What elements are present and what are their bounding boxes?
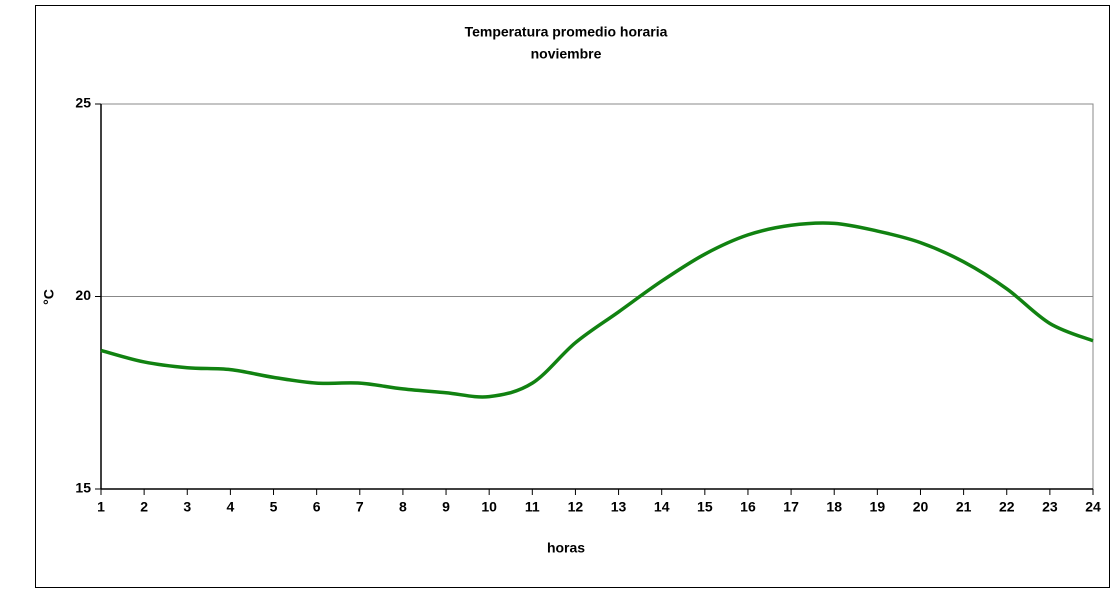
x-tick-label: 1: [97, 499, 105, 515]
x-tick-label: 14: [654, 499, 670, 515]
y-tick-label: 15: [75, 480, 91, 496]
y-axis-label: °C: [41, 289, 57, 305]
x-tick-label: 8: [399, 499, 407, 515]
x-tick-label: 12: [568, 499, 584, 515]
x-tick-label: 19: [870, 499, 886, 515]
x-tick-label: 16: [740, 499, 756, 515]
chart-title: Temperatura promedio horaria: [465, 24, 668, 40]
x-tick-label: 23: [1042, 499, 1058, 515]
x-tick-label: 20: [913, 499, 929, 515]
x-tick-label: 7: [356, 499, 364, 515]
x-tick-label: 22: [999, 499, 1015, 515]
x-tick-label: 5: [270, 499, 278, 515]
y-tick-label: 25: [75, 95, 91, 111]
x-tick-label: 18: [826, 499, 842, 515]
y-tick-label: 20: [75, 287, 91, 303]
x-tick-label: 21: [956, 499, 972, 515]
x-tick-label: 17: [783, 499, 799, 515]
x-tick-label: 13: [611, 499, 627, 515]
x-tick-label: 10: [481, 499, 497, 515]
x-tick-label: 3: [183, 499, 191, 515]
x-tick-label: 4: [226, 499, 234, 515]
x-tick-label: 11: [525, 499, 540, 515]
x-tick-label: 9: [442, 499, 450, 515]
chart-subtitle: noviembre: [531, 46, 602, 62]
x-tick-label: 15: [697, 499, 713, 515]
x-tick-label: 6: [313, 499, 321, 515]
x-tick-label: 2: [140, 499, 148, 515]
x-axis-label: horas: [547, 540, 585, 556]
x-tick-label: 24: [1085, 499, 1101, 515]
line-series: [100, 221, 1094, 399]
